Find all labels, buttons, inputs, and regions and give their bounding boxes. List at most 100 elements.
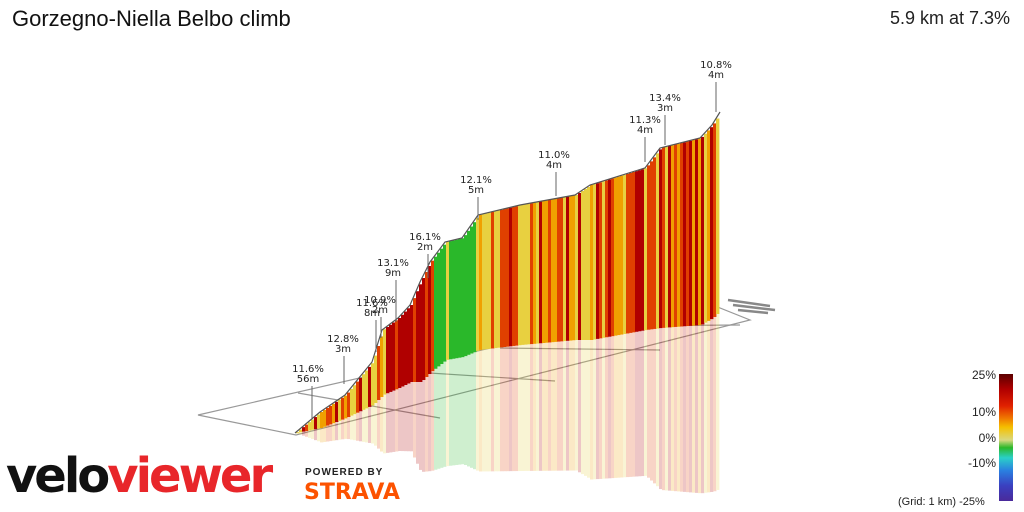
profile-segment <box>629 172 633 333</box>
profile-segment <box>503 209 507 348</box>
profile-segment <box>695 139 699 326</box>
reflection-segment <box>572 340 576 471</box>
reflection-segment <box>362 409 366 442</box>
profile-segment <box>401 314 405 387</box>
marker-gradient-label: 12.1% <box>460 175 492 186</box>
profile-segment <box>560 197 564 342</box>
profile-segment <box>605 180 609 338</box>
profile-segment <box>671 145 675 328</box>
reflection-segment <box>425 377 429 472</box>
profile-segment <box>683 142 687 327</box>
reflection-segment <box>668 327 672 491</box>
reflection-segment <box>521 344 525 471</box>
profile-segment <box>656 153 660 329</box>
marker-length-label: 2m <box>417 242 433 253</box>
reflection-segment <box>707 320 711 493</box>
profile-segment <box>575 195 579 340</box>
reflection-segment <box>689 325 693 493</box>
profile-segment <box>662 147 666 328</box>
marker-length-label: 56m <box>297 374 319 385</box>
profile-segment <box>332 403 336 424</box>
profile-segment <box>368 366 372 407</box>
grid-line-3 <box>499 347 661 351</box>
reflection-segment <box>680 326 684 492</box>
reflection-segment <box>338 420 342 440</box>
profile-segment <box>452 240 456 359</box>
reflection-segment <box>446 359 450 467</box>
profile-segment <box>614 177 618 336</box>
profile-top-edge <box>294 111 721 434</box>
reflection-segment <box>299 432 303 435</box>
profile-segment <box>677 143 681 327</box>
profile-segment <box>497 210 501 348</box>
reflection-segment <box>515 345 519 472</box>
reflection-segment <box>455 358 459 465</box>
profile-segment <box>443 244 447 362</box>
reflection-segment <box>530 344 534 471</box>
reflection-segment <box>401 386 405 452</box>
profile-segment <box>317 414 321 429</box>
reflection-segment <box>344 418 348 439</box>
reflection-segment <box>416 382 420 464</box>
profile-segment <box>296 432 300 434</box>
marker-gradient-label: 11.6% <box>356 298 388 309</box>
profile-segment <box>422 278 426 380</box>
profile-segment <box>698 138 702 326</box>
profile-segment <box>530 203 534 345</box>
reflection-segment <box>662 327 666 491</box>
profile-segment <box>599 182 603 339</box>
reflection-segment <box>539 343 543 471</box>
reflection-segment <box>554 341 558 471</box>
marker-length-label: 9m <box>385 268 401 279</box>
profile-segment <box>623 174 627 334</box>
reflection-segment <box>545 342 549 471</box>
reflection-segment <box>536 343 540 471</box>
profile-segment <box>425 272 429 377</box>
climb-summary: 5.9 km at 7.3% <box>889 8 1010 28</box>
profile-segment <box>407 308 411 384</box>
profile-segment <box>704 133 708 323</box>
profile-segment <box>713 123 717 317</box>
reflection-segment <box>413 382 417 458</box>
marker-length-label: 8m <box>364 308 380 319</box>
reflection-segment <box>683 326 687 492</box>
reflection-segment <box>563 341 567 471</box>
profile-segment <box>632 172 636 333</box>
profile-segment <box>458 238 462 358</box>
profile-segment <box>371 363 375 406</box>
profile-segment <box>650 161 654 330</box>
reflection-segment <box>605 337 609 479</box>
reflection-segment <box>557 341 561 471</box>
reflection-segment <box>548 342 552 471</box>
profile-segment <box>392 322 396 391</box>
reflection-segment <box>404 385 408 452</box>
reflection-segment <box>374 403 378 446</box>
reflection-segment <box>704 322 708 493</box>
profile-segment <box>440 248 444 364</box>
reflection-segment <box>326 425 330 442</box>
profile-segment <box>473 222 477 353</box>
profile-segment <box>593 184 597 340</box>
profile-segment <box>635 171 639 332</box>
reflection-segment <box>578 340 582 473</box>
profile-segment <box>641 169 645 331</box>
reflection-segment <box>695 325 699 493</box>
reflection-segment <box>551 342 555 471</box>
reflection-segment <box>701 324 705 494</box>
reflection-segment <box>593 339 597 480</box>
reflection-segment <box>491 348 495 472</box>
reflection-segment <box>569 340 573 471</box>
reflection-segment <box>629 332 633 477</box>
veloviewer-logo: veloviewer <box>6 448 273 504</box>
reflection-segment <box>677 326 681 492</box>
profile-segment <box>611 178 615 337</box>
marker-length-label: 2m <box>372 305 388 316</box>
profile-segment <box>515 206 519 346</box>
profile-segment <box>413 298 417 382</box>
profile-segment <box>344 395 348 419</box>
reflection-segment <box>380 397 384 452</box>
profile-segment <box>521 204 525 345</box>
profile-segment <box>476 217 480 351</box>
profile-segment <box>563 197 567 342</box>
profile-segment <box>410 305 414 382</box>
